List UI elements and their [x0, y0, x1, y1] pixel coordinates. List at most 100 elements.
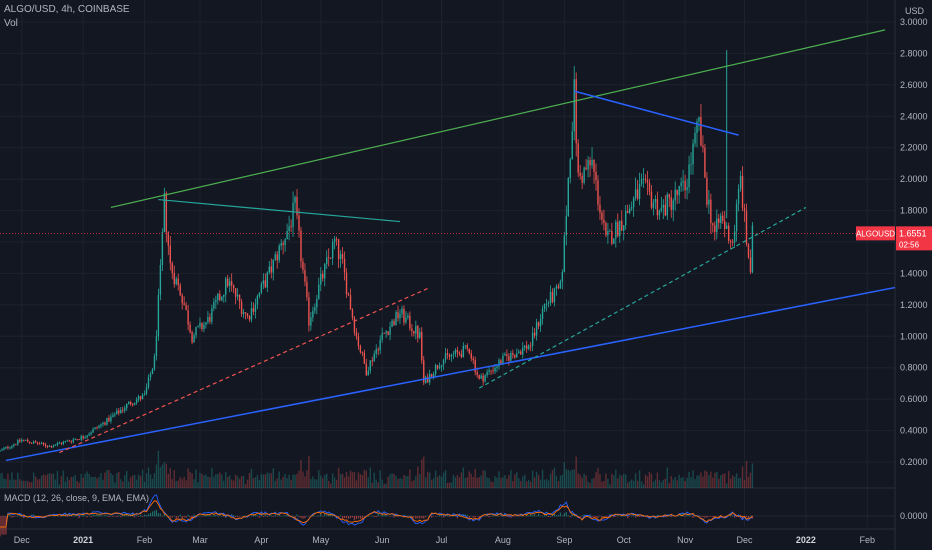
candle-body — [122, 409, 124, 411]
volume-bar — [625, 474, 627, 488]
macd-histogram-bar — [116, 516, 118, 518]
volume-bar — [436, 476, 439, 488]
volume-bar — [539, 479, 542, 488]
volume-bar — [559, 475, 562, 488]
candle-body — [462, 346, 465, 358]
candle-body — [169, 245, 171, 264]
volume-bar — [100, 473, 102, 488]
candle-body — [276, 254, 278, 261]
volume-bar — [244, 483, 247, 488]
symbol-tag — [856, 226, 895, 241]
trendlines[interactable] — [5, 29, 896, 462]
volume-bar — [223, 480, 225, 488]
macd-histogram-bar — [104, 515, 106, 517]
macd-histogram-bar — [163, 514, 165, 517]
candle-body — [21, 439, 23, 442]
candle-body — [104, 422, 106, 425]
price-tick-label: 2.0000 — [900, 174, 928, 184]
macd-label[interactable]: MACD (12, 26, close, 9, EMA, EMA) — [4, 493, 150, 503]
candle-body — [250, 308, 253, 320]
candle-body — [215, 300, 217, 302]
volume-bar — [504, 475, 506, 488]
volume-label[interactable]: Vol — [4, 18, 18, 29]
macd-histogram-bar — [397, 516, 399, 517]
volume-bar — [371, 482, 373, 488]
macd-histogram-bar — [33, 514, 35, 517]
volume-bar — [5, 479, 7, 488]
volume-bar — [480, 475, 482, 488]
macd-histogram-bar — [369, 515, 371, 517]
volume-bar — [54, 479, 57, 488]
symbol-title[interactable]: ALGO/USD, 4h, COINBASE — [4, 4, 130, 15]
candle-body — [114, 414, 116, 416]
volume-bar — [664, 478, 667, 488]
volume-bar — [347, 476, 350, 488]
macd-histogram-bar — [423, 516, 425, 519]
candle-body — [23, 439, 25, 441]
candle-body — [195, 327, 197, 336]
candle-body — [141, 394, 144, 400]
macd-histogram-bar — [141, 516, 144, 517]
macd-histogram-bar — [211, 515, 213, 517]
volume-bar — [363, 469, 366, 488]
volume-bar — [102, 479, 104, 488]
candle-body — [710, 199, 712, 224]
macd-histogram-bar — [175, 516, 177, 519]
volume-bar — [155, 464, 158, 488]
macd-histogram-bar — [138, 516, 140, 517]
volume-bar — [751, 463, 754, 488]
volume-bar — [583, 473, 585, 488]
candle-body — [124, 408, 126, 411]
macd-histogram-bar — [213, 513, 215, 517]
candle-body — [488, 370, 490, 372]
candle-body — [369, 360, 371, 372]
candle-body — [209, 317, 211, 322]
candle-body — [363, 352, 366, 364]
candle-body — [175, 278, 177, 285]
volume-bar — [571, 469, 573, 488]
macd-histogram-bar — [710, 516, 712, 517]
volume-bar — [670, 476, 672, 488]
time-axis[interactable]: Dec 2021 Feb Mar Apr May Jun Jul Aug Sep Oct Nov Dec… — [14, 535, 875, 545]
trendline-resistance-2 — [574, 90, 739, 136]
candle-body — [403, 308, 405, 323]
candle-body — [19, 440, 21, 442]
volume-bar — [710, 471, 712, 488]
macd-histogram-bar — [415, 516, 417, 519]
macd-histogram-bar — [688, 515, 690, 517]
candle-body — [613, 238, 615, 244]
candle-body — [438, 366, 441, 369]
volume-bar — [486, 477, 488, 488]
volume-bar — [290, 479, 292, 488]
volume-bar — [573, 469, 575, 488]
macd-histogram-bar — [296, 514, 298, 517]
symbol-tag-label: ALGOUSD — [856, 229, 895, 238]
volume-bar — [316, 479, 318, 488]
time-tick-label: Apr — [254, 535, 268, 545]
macd-histogram-bar — [298, 516, 300, 518]
volume-bar — [143, 481, 146, 488]
volume-bar — [331, 473, 334, 488]
volume-bar — [262, 474, 265, 488]
volume-bar — [298, 470, 300, 488]
volume-bar — [537, 475, 540, 488]
macd-histogram-bar — [143, 514, 146, 517]
volume-bar — [3, 478, 5, 488]
volume-bar — [359, 474, 362, 488]
candle-body — [636, 189, 639, 199]
candle-body — [359, 346, 362, 353]
volume-bar — [126, 471, 128, 488]
candle-body — [743, 207, 746, 212]
candle-body — [70, 441, 72, 443]
candle-body — [729, 240, 732, 242]
macd-histogram-bar — [413, 516, 415, 518]
candle-body — [688, 164, 690, 188]
volume-bar — [551, 470, 554, 488]
candle-body — [371, 360, 373, 362]
candle-body — [29, 441, 31, 443]
candle-body — [236, 294, 239, 297]
candle-body — [486, 371, 488, 376]
candle-body — [466, 345, 469, 349]
volume-bar — [122, 481, 124, 488]
